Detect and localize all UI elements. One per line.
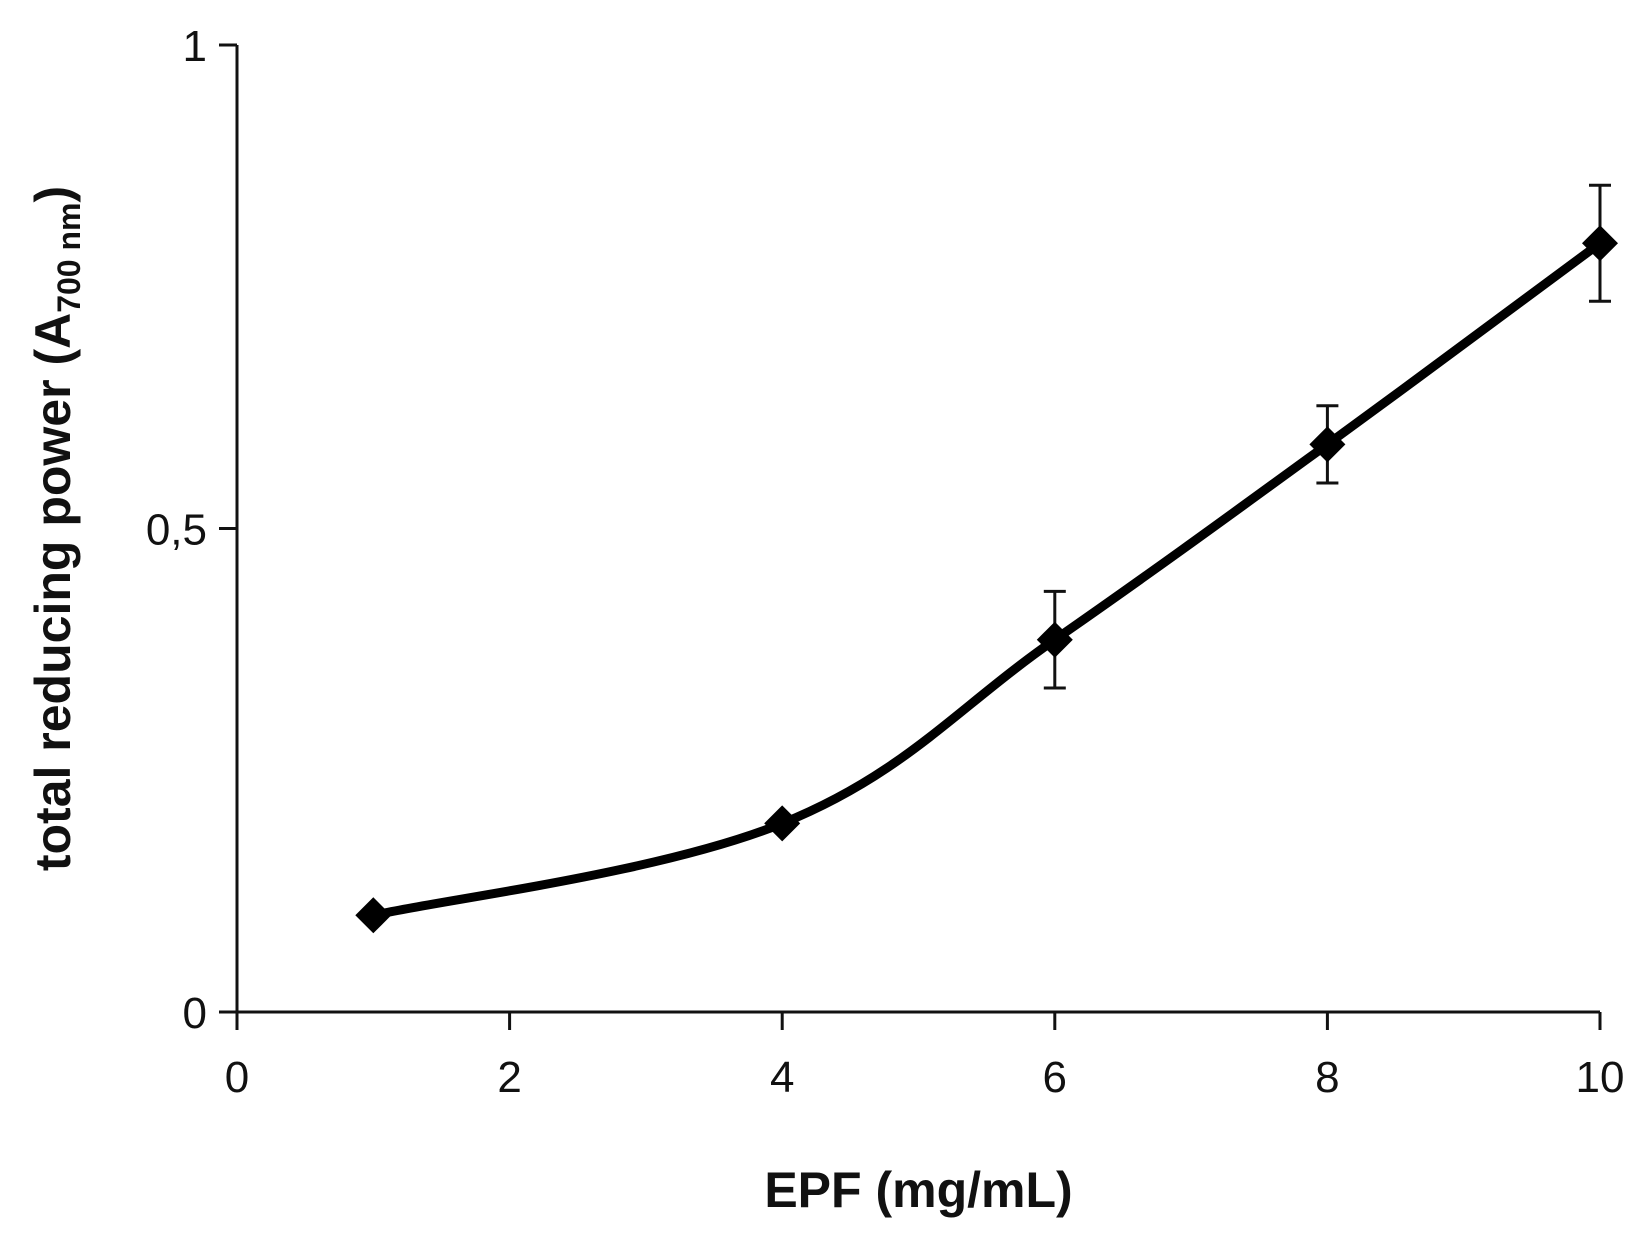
- y-axis-title-close: ): [25, 186, 81, 203]
- y-ticks: 00,51: [146, 22, 237, 1038]
- y-axis-title-main: total reducing power (A: [25, 313, 81, 871]
- x-tick-label: 10: [1576, 1053, 1625, 1102]
- data-point: [764, 805, 801, 842]
- x-axis-title: EPF (mg/mL): [764, 1162, 1072, 1218]
- data-point: [355, 897, 392, 934]
- y-tick-label: 0,5: [146, 506, 207, 555]
- x-tick-label: 6: [1043, 1053, 1067, 1102]
- series-line: [368, 238, 1605, 920]
- y-tick-label: 1: [183, 22, 207, 71]
- x-tick-label: 0: [225, 1053, 249, 1102]
- y-axis-title: total reducing power (A700 nm): [25, 186, 87, 871]
- axes: 0 2 4 6 8 10 00,51: [146, 22, 1625, 1102]
- x-tick-label: 2: [497, 1053, 521, 1102]
- markers: [355, 225, 1618, 934]
- plot-area: [355, 183, 1618, 934]
- data-point: [1309, 426, 1346, 463]
- x-tick-label: 4: [770, 1053, 794, 1102]
- y-tick-label: 0: [183, 989, 207, 1038]
- x-tick-label: 8: [1315, 1053, 1339, 1102]
- x-ticks: 0 2 4 6 8 10: [225, 1012, 1625, 1102]
- y-axis-title-subscript: 700 nm: [51, 203, 87, 313]
- data-point: [1036, 621, 1073, 658]
- data-point: [1582, 225, 1618, 262]
